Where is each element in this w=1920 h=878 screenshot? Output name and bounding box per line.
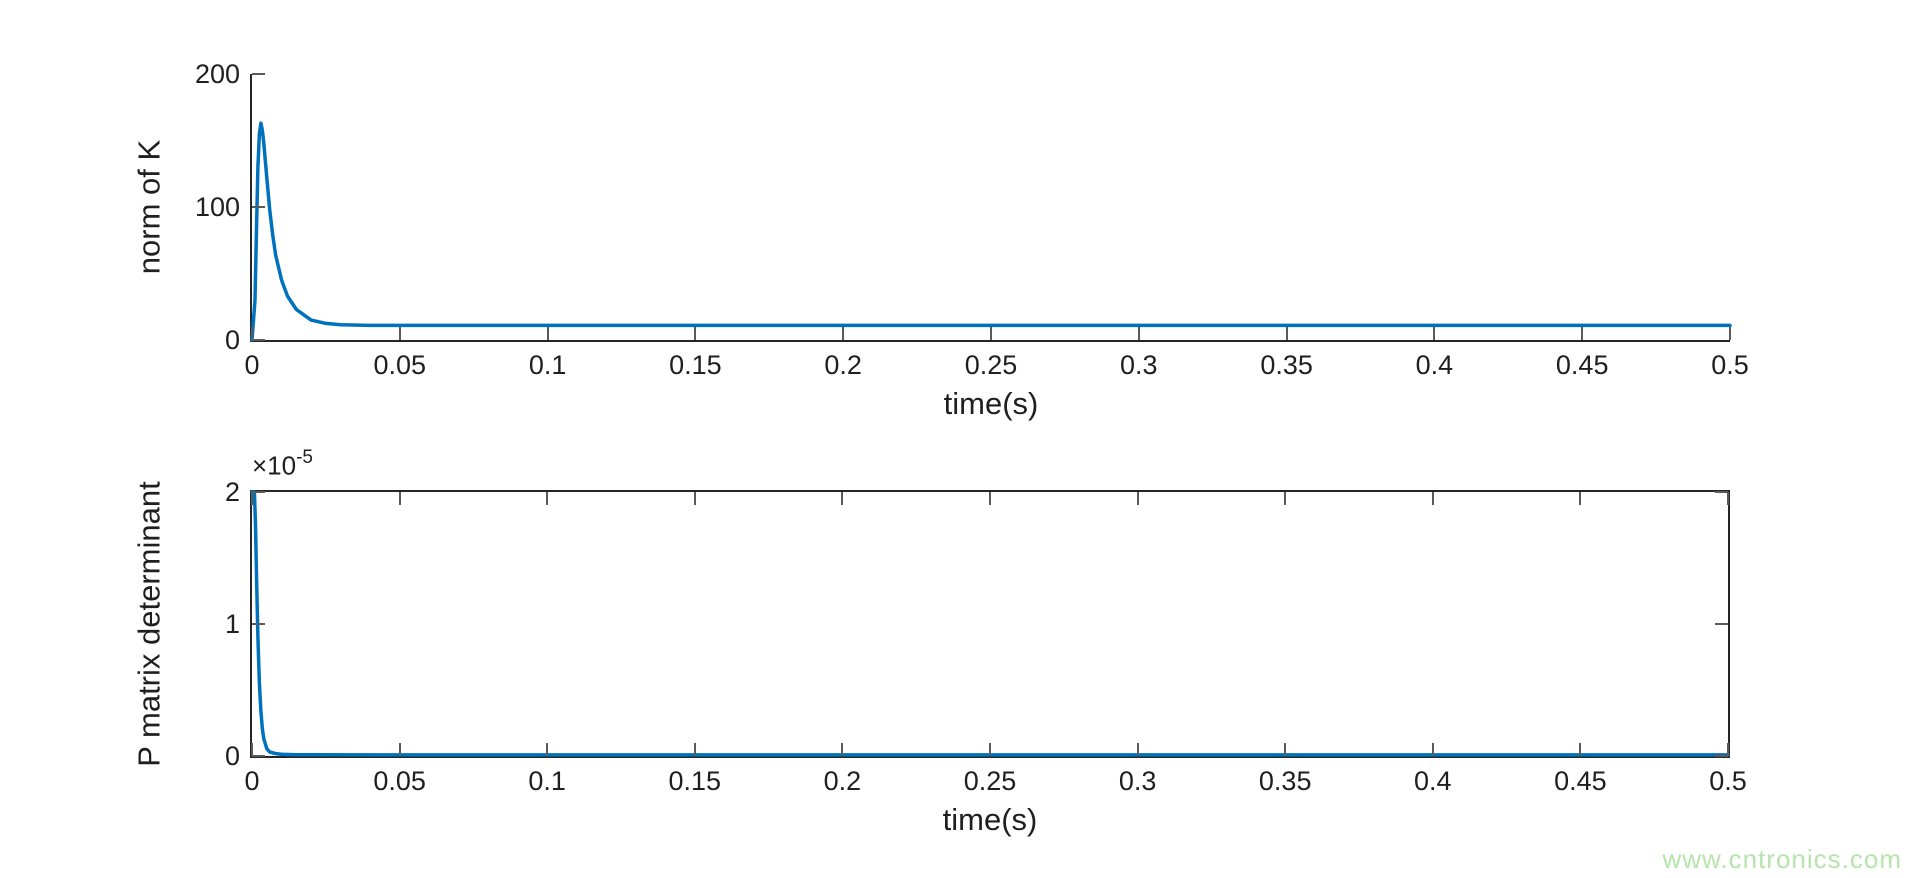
x-tick-mark <box>1137 327 1140 340</box>
x-tick-mark-top <box>546 492 549 505</box>
x-tick-mark <box>694 327 697 340</box>
x-tick-label: 0.4 <box>1414 766 1452 796</box>
x-tick-label: 0.05 <box>373 350 427 380</box>
watermark-text: www.cntronics.com <box>1662 844 1902 874</box>
x-tick-mark-top <box>1579 492 1582 505</box>
x-tick-label: 0.1 <box>528 350 567 380</box>
x-tick-mark <box>989 743 991 756</box>
exponent-power: -5 <box>296 447 314 468</box>
chart-p-matrix-determinant-plot-area: P matrix determinant ×10-5 time(s) 0 0.05… <box>132 448 1747 835</box>
x-tick-mark-top <box>398 492 401 505</box>
series-line-norm-of-k <box>250 121 1732 342</box>
x-tick-label: 0.4 <box>1415 350 1454 380</box>
x-tick-label: 0.45 <box>1554 766 1607 796</box>
y-tick-mark <box>252 73 265 75</box>
x-tick-mark-top <box>1136 492 1139 505</box>
x-tick-label: 0.35 <box>1258 766 1312 796</box>
x-tick-mark <box>1581 327 1584 340</box>
x-tick-label: 0.5 <box>1711 350 1749 380</box>
x-tick-mark <box>842 327 845 340</box>
x-tick-label: 0.15 <box>668 766 722 796</box>
x-tick-mark <box>1431 743 1434 756</box>
x-tick-mark-top <box>1284 492 1287 505</box>
exponent-base: ×10 <box>252 450 297 481</box>
x-axis-label-bottom: time(s) <box>942 802 1038 837</box>
x-tick-mark <box>693 743 696 756</box>
x-tick-mark <box>990 327 992 340</box>
x-tick-mark <box>251 327 253 340</box>
x-tick-mark-top <box>251 492 253 505</box>
y-tick-label: 200 <box>194 59 240 89</box>
x-tick-label: 0.3 <box>1120 350 1158 380</box>
x-tick-mark <box>1579 743 1582 756</box>
x-tick-label: 0 <box>244 766 260 796</box>
x-tick-mark <box>398 743 401 756</box>
line-series-p-matrix-determinant <box>250 490 1730 757</box>
x-tick-mark <box>251 743 253 756</box>
y-tick-mark <box>252 755 265 757</box>
x-tick-mark <box>546 743 549 756</box>
x-tick-mark <box>1729 327 1731 340</box>
y-tick-mark-right <box>1715 491 1728 493</box>
y-tick-label: 0 <box>224 325 240 355</box>
x-tick-label: 0.3 <box>1118 766 1157 796</box>
x-tick-label: 0.5 <box>1709 766 1747 796</box>
y-tick-mark <box>252 339 265 341</box>
x-tick-mark-top <box>1431 492 1434 505</box>
x-tick-mark <box>546 327 549 340</box>
y-tick-mark-right <box>1715 755 1728 757</box>
x-tick-mark <box>841 743 844 756</box>
x-tick-mark <box>1727 743 1729 756</box>
x-tick-label: 0 <box>244 350 260 380</box>
y-tick-mark <box>252 491 265 493</box>
y-tick-mark <box>252 623 265 625</box>
x-tick-mark-top <box>989 492 991 505</box>
y-tick-label: 100 <box>194 192 240 222</box>
y-tick-label: 1 <box>224 609 240 639</box>
x-tick-label: 0.1 <box>528 766 566 796</box>
x-tick-mark <box>1284 743 1287 756</box>
x-tick-mark-top <box>693 492 696 505</box>
x-tick-mark-top <box>841 492 844 505</box>
x-tick-label: 0.25 <box>964 350 1018 380</box>
x-tick-mark <box>1136 743 1139 756</box>
x-tick-label: 0.2 <box>823 766 862 796</box>
x-tick-mark-top <box>1727 492 1729 505</box>
x-tick-label: 0.05 <box>373 766 426 796</box>
x-tick-mark <box>1285 327 1288 340</box>
x-tick-label: 0.45 <box>1555 350 1609 380</box>
x-axis-label-top: time(s) <box>943 386 1039 421</box>
x-tick-mark <box>398 327 401 340</box>
x-tick-label: 0.15 <box>669 350 722 380</box>
chart-norm-of-k-plot-area: norm of K time(s) 0 0.05 0.1 0.15 0.2 0.25 0.3… <box>132 61 1749 420</box>
line-series-norm-of-k <box>250 121 1732 342</box>
y-tick-mark-right <box>1715 623 1728 625</box>
series-line-p-matrix-determinant <box>250 490 1730 757</box>
y-tick-label: 2 <box>224 477 240 507</box>
y-tick-mark <box>252 206 265 208</box>
x-tick-label: 0.2 <box>824 350 862 380</box>
y-tick-label: 0 <box>224 741 240 771</box>
x-tick-label: 0.35 <box>1260 350 1313 380</box>
x-tick-label: 0.25 <box>963 766 1017 796</box>
x-tick-mark <box>1433 327 1436 340</box>
y-axis-exponent-label: ×10-5 <box>252 447 314 481</box>
